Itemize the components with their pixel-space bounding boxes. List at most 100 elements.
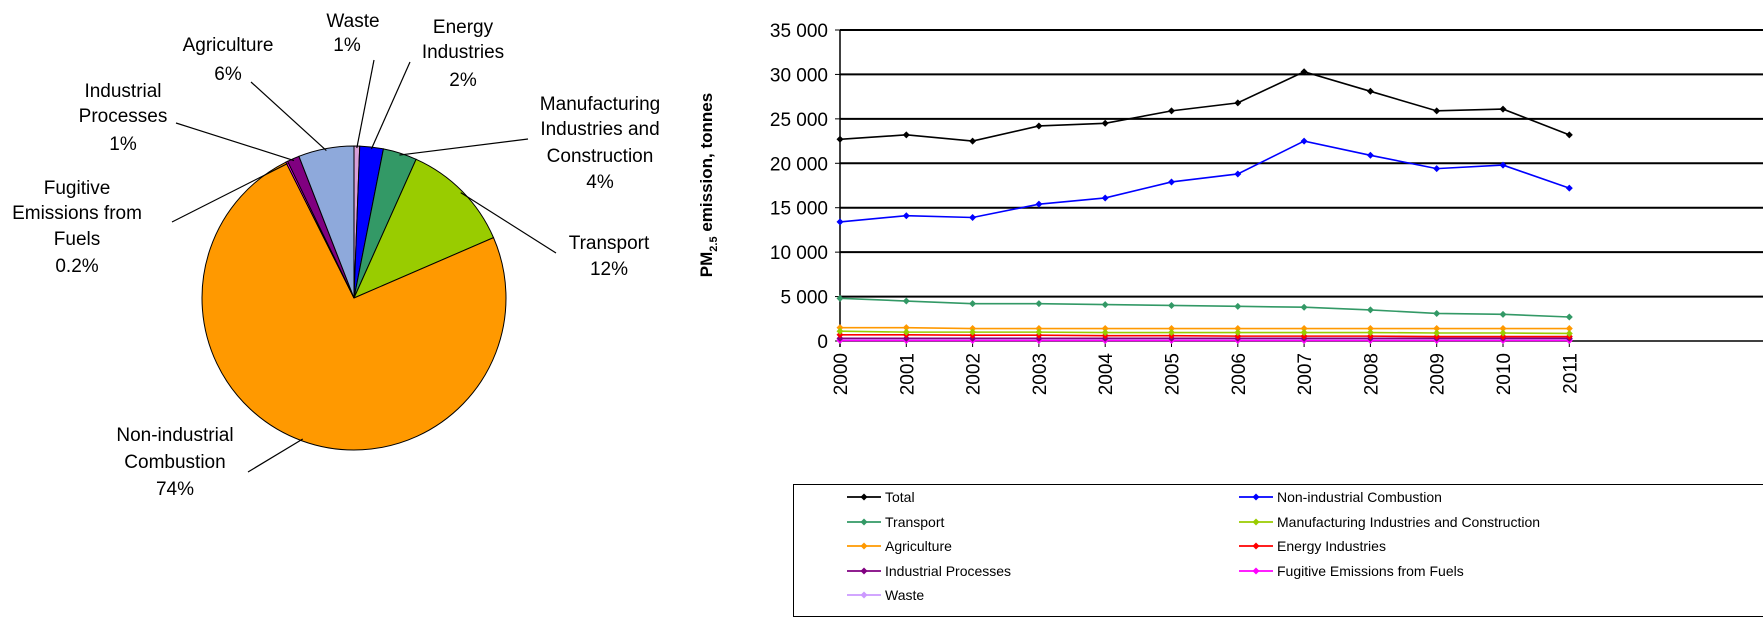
legend-label: Fugitive Emissions from Fuels xyxy=(1277,562,1464,579)
data-point-total xyxy=(1035,122,1043,130)
slice-label: Construction xyxy=(547,146,654,167)
y-tick-label: 15 000 xyxy=(770,199,828,220)
data-point-energy-industries xyxy=(1433,333,1441,341)
slice-percent: 1% xyxy=(333,35,361,56)
data-point-non-industrial-combustion xyxy=(902,212,910,220)
data-point-non-industrial-combustion xyxy=(1499,161,1507,169)
legend-label: Industrial Processes xyxy=(885,562,1012,579)
data-point-agriculture xyxy=(902,324,910,332)
legend-item-total: Total xyxy=(847,486,915,508)
y-tick-label: 20 000 xyxy=(770,154,828,175)
legend-label: Agriculture xyxy=(885,538,952,554)
legend-label: Total xyxy=(885,489,915,505)
legend-label: Non-industrial Combustion xyxy=(1277,489,1442,505)
data-point-agriculture xyxy=(969,325,977,333)
legend-item-agriculture: Agriculture xyxy=(847,535,952,557)
data-point-energy-industries xyxy=(836,331,844,339)
leader-line-fugitive-emissions-from-fuels xyxy=(171,162,288,223)
data-point-total xyxy=(1565,131,1573,139)
data-point-total xyxy=(1234,99,1242,107)
series-line-total xyxy=(839,70,1570,142)
data-point-total xyxy=(1300,68,1308,76)
data-point-manufacturing-industries-and-construction xyxy=(1035,328,1043,336)
series-line-agriculture xyxy=(840,326,1570,330)
slice-label: Combustion xyxy=(124,452,225,473)
legend-swatch xyxy=(847,591,881,599)
series-line-transport xyxy=(839,297,1570,318)
slice-percent: 1% xyxy=(109,134,137,155)
legend-label: Waste xyxy=(885,587,925,603)
slice-label: Transport xyxy=(569,233,650,254)
slice-label: Non-industrial xyxy=(116,425,233,446)
data-point-agriculture xyxy=(836,324,844,332)
x-tick-label: 2008 xyxy=(1361,353,1382,395)
data-point-agriculture xyxy=(1433,325,1441,333)
data-point-industrial-processes xyxy=(902,334,910,342)
data-point-energy-industries xyxy=(1234,332,1242,340)
leader-line-waste xyxy=(356,59,375,149)
data-point-agriculture xyxy=(1366,325,1374,333)
x-tick-label: 2003 xyxy=(1030,353,1051,395)
data-point-transport xyxy=(1565,313,1573,321)
slice-label: Emissions from xyxy=(12,203,142,224)
data-point-manufacturing-industries-and-construction xyxy=(969,328,977,336)
legend-label: Manufacturing Industries and Constructio… xyxy=(1277,513,1541,530)
data-point-agriculture xyxy=(1101,325,1109,333)
data-point-manufacturing-industries-and-construction xyxy=(902,328,910,336)
x-tick-label: 2000 xyxy=(831,353,852,395)
y-tick-label: 30 000 xyxy=(770,65,828,86)
x-tick-label: 2001 xyxy=(897,353,918,395)
data-point-transport xyxy=(1101,301,1109,309)
slice-label: Industries xyxy=(422,42,504,63)
data-point-non-industrial-combustion xyxy=(836,218,844,226)
data-point-total xyxy=(1433,107,1441,115)
legend-item-waste: Waste xyxy=(847,584,924,606)
data-point-manufacturing-industries-and-construction xyxy=(1234,329,1242,337)
slice-label: Fugitive xyxy=(44,178,111,199)
series-line-energy-industries xyxy=(840,333,1570,338)
data-point-transport xyxy=(1168,301,1175,309)
data-point-total xyxy=(1168,107,1175,115)
slice-label: Processes xyxy=(79,106,168,127)
leader-line-energy-industries xyxy=(370,61,411,150)
data-point-total xyxy=(1366,87,1374,95)
x-tick-label: 2005 xyxy=(1163,353,1184,395)
slice-percent: 2% xyxy=(449,70,477,91)
legend-item-fugitive-emissions-from-fuels: Fugitive Emissions from Fuels xyxy=(1239,560,1464,582)
y-tick-label: 35 000 xyxy=(770,21,828,42)
legend-item-energy-industries: Energy Industries xyxy=(1239,535,1386,557)
data-point-agriculture xyxy=(1300,325,1308,333)
slice-percent: 12% xyxy=(590,259,628,280)
data-point-total xyxy=(902,131,910,139)
data-point-manufacturing-industries-and-construction xyxy=(1433,329,1441,337)
data-point-agriculture xyxy=(1499,325,1507,333)
y-axis-label: PM2.5 emission, tonnes xyxy=(697,93,720,277)
legend-item-industrial-processes: Industrial Processes xyxy=(847,560,1011,582)
y-tick-label: 25 000 xyxy=(770,110,828,131)
line-chart: 0 5 000 10 000 15 000 20 000 25 000 30 000 35 0… xyxy=(697,21,1763,395)
leader-line-manufacturing-industries-and-construction xyxy=(399,138,529,156)
data-point-transport xyxy=(1366,306,1374,314)
data-point-transport xyxy=(1234,302,1242,310)
data-point-non-industrial-combustion xyxy=(1366,151,1374,159)
leader-line-industrial-processes xyxy=(175,122,295,162)
x-tick-label: 2010 xyxy=(1494,353,1515,395)
data-point-non-industrial-combustion xyxy=(1300,137,1308,145)
y-tick-label: 5 000 xyxy=(780,288,828,309)
data-point-manufacturing-industries-and-construction xyxy=(836,327,844,335)
legend-swatch xyxy=(847,493,881,501)
data-point-non-industrial-combustion xyxy=(1565,184,1573,192)
data-point-agriculture xyxy=(1035,325,1043,333)
slice-label: Waste xyxy=(326,11,379,32)
data-point-total xyxy=(836,135,844,143)
slice-percent: 0.2% xyxy=(55,256,98,277)
data-point-non-industrial-combustion xyxy=(1168,178,1175,186)
x-tick-label: 2007 xyxy=(1295,353,1316,395)
legend-swatch xyxy=(1239,518,1273,525)
data-point-total xyxy=(1499,105,1507,113)
data-point-non-industrial-combustion xyxy=(1035,200,1043,208)
data-point-manufacturing-industries-and-construction xyxy=(1499,329,1507,337)
data-point-total xyxy=(969,137,977,145)
x-tick-label: 2009 xyxy=(1428,353,1449,395)
legend-swatch xyxy=(1239,542,1273,550)
